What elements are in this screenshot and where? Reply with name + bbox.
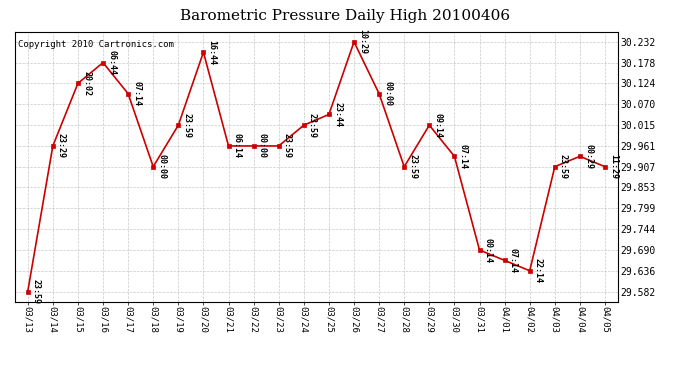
Text: 00:00: 00:00 <box>383 81 393 106</box>
Text: 22:14: 22:14 <box>534 258 543 283</box>
Text: 11:29: 11:29 <box>609 154 618 179</box>
Text: 23:59: 23:59 <box>32 279 41 304</box>
Text: 06:14: 06:14 <box>233 134 241 159</box>
Text: 20:02: 20:02 <box>82 71 91 96</box>
Text: 23:59: 23:59 <box>408 154 417 179</box>
Text: Copyright 2010 Cartronics.com: Copyright 2010 Cartronics.com <box>18 40 174 49</box>
Text: 23:29: 23:29 <box>57 134 66 159</box>
Text: 07:14: 07:14 <box>509 248 518 273</box>
Text: 00:00: 00:00 <box>258 134 267 159</box>
Text: 07:14: 07:14 <box>459 144 468 169</box>
Text: 07:14: 07:14 <box>132 81 141 106</box>
Text: 23:44: 23:44 <box>333 102 342 127</box>
Text: 00:29: 00:29 <box>584 144 593 169</box>
Text: 23:59: 23:59 <box>559 154 568 179</box>
Text: 00:14: 00:14 <box>484 237 493 262</box>
Text: Barometric Pressure Daily High 20100406: Barometric Pressure Daily High 20100406 <box>180 9 510 23</box>
Text: 00:00: 00:00 <box>157 154 166 179</box>
Text: 06:44: 06:44 <box>107 50 116 75</box>
Text: 16:44: 16:44 <box>208 40 217 65</box>
Text: 09:14: 09:14 <box>433 113 442 138</box>
Text: 23:59: 23:59 <box>308 113 317 138</box>
Text: 10:29: 10:29 <box>358 29 367 54</box>
Text: 23:59: 23:59 <box>283 134 292 159</box>
Text: 23:59: 23:59 <box>182 113 192 138</box>
